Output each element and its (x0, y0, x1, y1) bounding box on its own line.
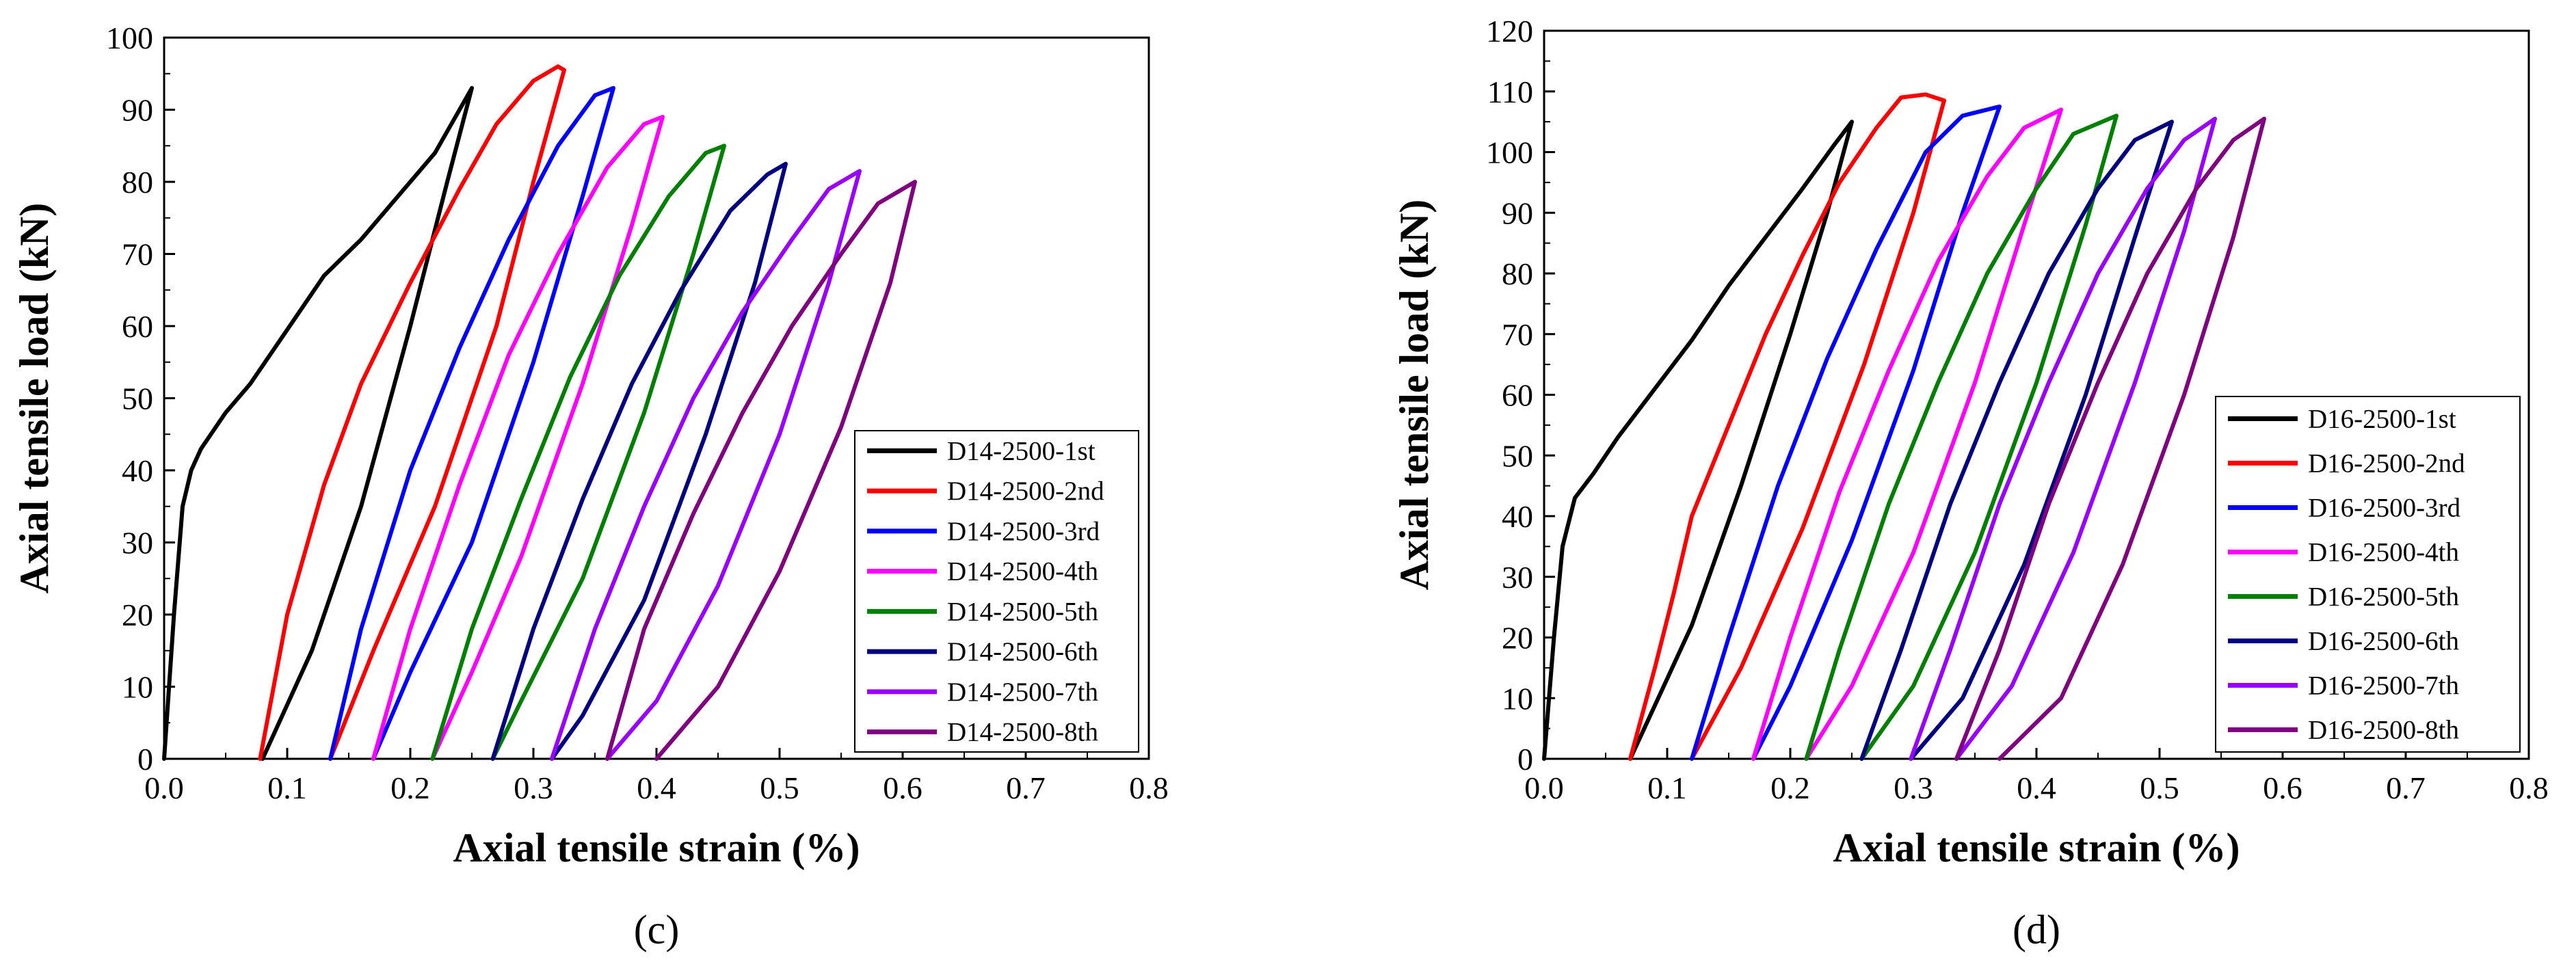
legend-entry: D16-2500-4th (2308, 538, 2459, 567)
y-tick-label: 100 (106, 21, 153, 55)
legend-entry: D14-2500-2nd (947, 476, 1104, 506)
y-tick-label: 60 (122, 309, 153, 344)
legend-entry: D16-2500-8th (2308, 716, 2459, 745)
series-line-d14-2500-2nd (258, 64, 566, 761)
x-tick-label: 0.0 (144, 770, 184, 805)
x-tick-label: 0.4 (637, 770, 676, 805)
y-tick-label: 0 (1517, 742, 1533, 777)
x-tick-label: 0.3 (1894, 770, 1933, 805)
y-tick-label: 10 (122, 670, 153, 705)
y-tick-label: 20 (122, 597, 153, 632)
y-tick-label: 70 (1502, 317, 1533, 352)
y-tick-label: 50 (122, 381, 153, 416)
y-tick-label: 30 (122, 526, 153, 561)
series-line-d16-2500-2nd (1628, 92, 1946, 761)
legend-entry: D16-2500-5th (2308, 582, 2459, 612)
x-tick-label: 0.6 (2263, 770, 2302, 805)
series-line-d14-2500-6th (490, 161, 788, 761)
series-line-d14-2500-8th (605, 180, 917, 761)
y-tick-label: 30 (1502, 560, 1533, 595)
y-axis-title: Axial tensile load (kN) (12, 203, 57, 594)
panel-d: 0.0 0.1 0.2 0.3 0.4 0.5 0.6 0.7 0.8 0 10 20 30 40 50 60… (1392, 14, 2549, 952)
legend-entry: D14-2500-3rd (947, 517, 1100, 546)
legend-entry: D14-2500-5th (947, 597, 1098, 626)
x-tick-label: 0.2 (1770, 770, 1810, 805)
x-tick-label: 0.7 (2386, 770, 2426, 805)
x-tick-label: 0.2 (390, 770, 430, 805)
y-tick-label: 40 (1502, 499, 1533, 534)
y-tick-label: 50 (1502, 438, 1533, 473)
series-line-d16-2500-6th (1859, 120, 2174, 761)
x-tick-label: 0.8 (2509, 770, 2549, 805)
x-tick-label: 0.5 (760, 770, 799, 805)
x-tick-label: 0.5 (2140, 770, 2179, 805)
legend-entry: D14-2500-1st (947, 436, 1096, 466)
legend-box (2215, 396, 2521, 753)
legend-entry: D16-2500-3rd (2308, 494, 2461, 523)
y-tick-label: 70 (122, 237, 153, 272)
legend-box (854, 430, 1139, 753)
y-tick-label: 90 (1502, 196, 1533, 230)
series-line-d14-2500-5th (430, 144, 726, 761)
legend-entry: D16-2500-7th (2308, 671, 2459, 701)
x-tick-label: 0.0 (1524, 770, 1564, 805)
legend-entry: D14-2500-7th (947, 677, 1098, 707)
series-line-d14-2500-3rd (328, 85, 615, 761)
series-line-d14-2500-1st (162, 85, 474, 761)
y-tick-label: 80 (1502, 256, 1533, 291)
x-tick-label: 0.1 (1647, 770, 1687, 805)
legend-entry: D14-2500-8th (947, 718, 1098, 747)
y-tick-label: 110 (1487, 75, 1533, 109)
y-tick-label: 80 (122, 165, 153, 200)
series-line-d16-2500-4th (1751, 107, 2063, 761)
legend-entry: D16-2500-6th (2308, 627, 2459, 656)
series-line-d14-2500-4th (371, 115, 665, 761)
x-tick-label: 0.4 (2017, 770, 2056, 805)
panel-label: (d) (2013, 907, 2060, 952)
series-line-d16-2500-3rd (1690, 104, 2002, 761)
series-line-d16-2500-1st (1542, 120, 1854, 761)
y-tick-label: 100 (1486, 135, 1533, 170)
panel-c: 0.0 0.1 0.2 0.3 0.4 0.5 0.6 0.7 0.8 0 10 20 30 40 50 60… (12, 21, 1169, 952)
y-tick-label: 40 (122, 453, 153, 488)
legend-entry: D16-2500-2nd (2308, 449, 2465, 479)
y-tick-label: 0 (137, 742, 153, 777)
x-tick-label: 0.8 (1129, 770, 1169, 805)
legend-entry: D14-2500-6th (947, 637, 1098, 667)
y-tick-label: 60 (1502, 378, 1533, 413)
y-tick-label: 20 (1502, 621, 1533, 656)
x-tick-label: 0.1 (267, 770, 307, 805)
y-axis-title: Axial tensile load (kN) (1392, 200, 1437, 591)
series-line-d14-2500-7th (550, 169, 862, 761)
series-line-d16-2500-5th (1804, 113, 2119, 761)
x-tick-label: 0.6 (883, 770, 922, 805)
x-axis-title: Axial tensile strain (%) (453, 825, 860, 870)
x-tick-label: 0.3 (514, 770, 553, 805)
panel-label: (c) (634, 907, 680, 952)
y-tick-label: 120 (1486, 14, 1533, 49)
legend-entry: D16-2500-1st (2308, 405, 2456, 434)
y-tick-label: 10 (1502, 681, 1533, 716)
series-line-d16-2500-8th (1954, 116, 2266, 761)
y-tick-label: 90 (122, 93, 153, 128)
x-tick-label: 0.7 (1006, 770, 1046, 805)
legend-entry: D14-2500-4th (947, 557, 1098, 587)
series-line-d16-2500-7th (1909, 116, 2217, 761)
x-axis-title: Axial tensile strain (%) (1833, 825, 2240, 870)
